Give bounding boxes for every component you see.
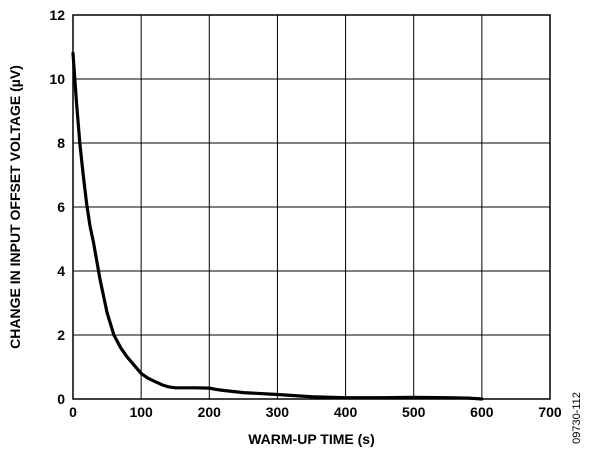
y-tick-label: 8 [57,135,65,151]
y-tick-label: 10 [49,71,65,87]
y-tick-label: 6 [57,199,65,215]
x-axis-ticks: 0 100 200 300 400 500 600 700 [69,404,562,420]
y-axis-ticks: 0 2 4 6 8 10 12 [49,7,65,407]
y-tick-label: 12 [49,7,65,23]
x-tick-label: 600 [470,404,494,420]
x-tick-label: 400 [334,404,358,420]
y-axis-title: CHANGE IN INPUT OFFSET VOLTAGE (µV) [7,65,23,349]
x-tick-label: 500 [402,404,426,420]
y-tick-label: 4 [57,263,65,279]
y-tick-label: 0 [57,391,65,407]
x-tick-label: 200 [198,404,222,420]
x-tick-label: 0 [69,404,77,420]
figure-id: 09730-112 [571,392,583,444]
series-line [71,51,484,401]
x-tick-label: 700 [538,404,562,420]
x-tick-label: 300 [266,404,290,420]
y-tick-label: 2 [57,327,65,343]
x-axis-title: WARM-UP TIME (s) [248,431,375,447]
plot-frame [72,14,551,400]
grid [73,15,550,399]
x-tick-label: 100 [129,404,153,420]
series-group [71,51,484,401]
